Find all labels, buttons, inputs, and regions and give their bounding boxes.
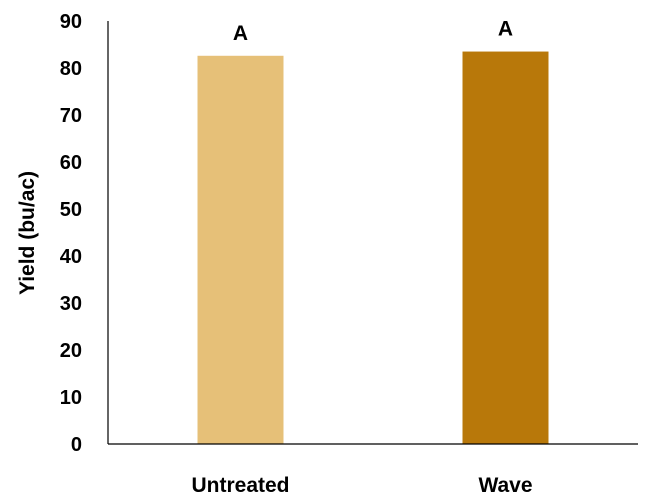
y-tick-label: 50 — [60, 199, 82, 221]
y-tick-label: 0 — [71, 434, 82, 456]
bar-annotation: A — [233, 22, 248, 45]
y-tick-label: 30 — [60, 293, 82, 315]
y-tick-label: 60 — [60, 152, 82, 174]
y-tick-label: 20 — [60, 340, 82, 362]
y-tick-label: 70 — [60, 105, 82, 127]
bar — [197, 55, 284, 444]
x-tick-label: Wave — [478, 474, 532, 494]
bar — [462, 51, 549, 445]
y-tick-label: 80 — [60, 58, 82, 80]
y-tick-label: 10 — [60, 387, 82, 409]
y-axis-label: Yield (bu/ac) — [16, 171, 39, 295]
y-tick-label: 40 — [60, 246, 82, 268]
x-tick-label: Untreated — [191, 474, 289, 494]
y-tick-label: 90 — [60, 11, 82, 33]
bar-annotation: A — [498, 18, 513, 41]
